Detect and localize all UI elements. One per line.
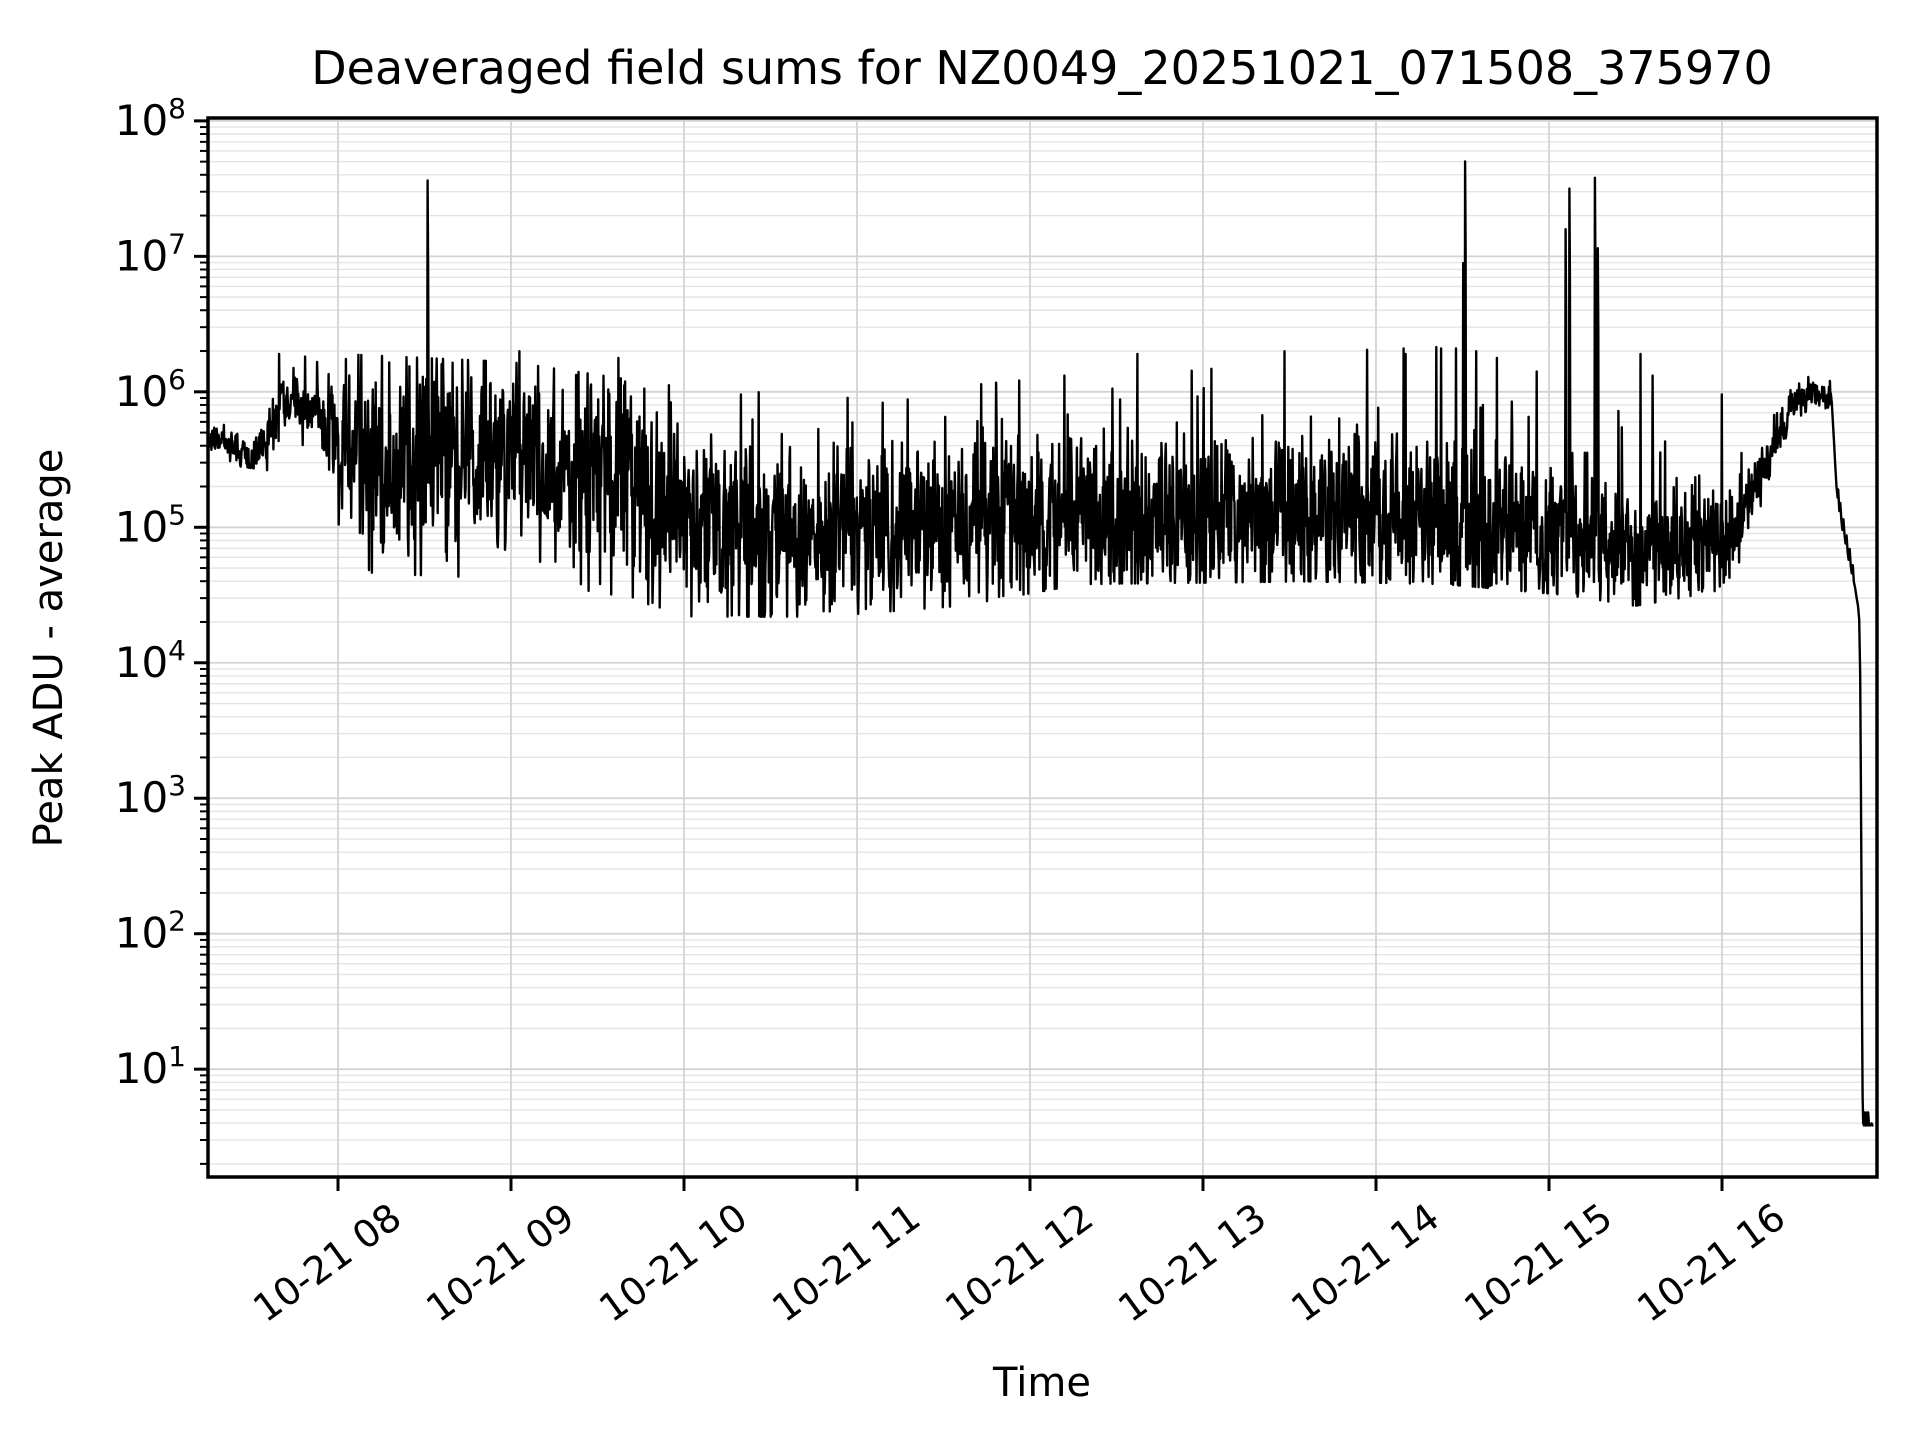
y-axis-label: Peak ADU - average [26,449,72,848]
y-tick-label: 106 [115,363,186,416]
axis-ticks-group [194,119,1724,1191]
y-tick-label: 102 [115,905,186,958]
x-axis-label: Time [992,1360,1091,1406]
y-tick-label: 108 [115,92,186,145]
y-tick-label: 101 [115,1040,186,1093]
chart-title: Deaveraged field sums for NZ0049_2025102… [311,41,1772,95]
axes-spines [206,116,1879,1179]
y-tick-label: 104 [115,634,186,687]
y-tick-label: 105 [115,498,186,551]
y-tick-label: 103 [115,769,186,822]
data-series-group [208,160,1874,1127]
data-series-line [208,160,1874,1127]
y-tick-label: 107 [115,227,186,280]
